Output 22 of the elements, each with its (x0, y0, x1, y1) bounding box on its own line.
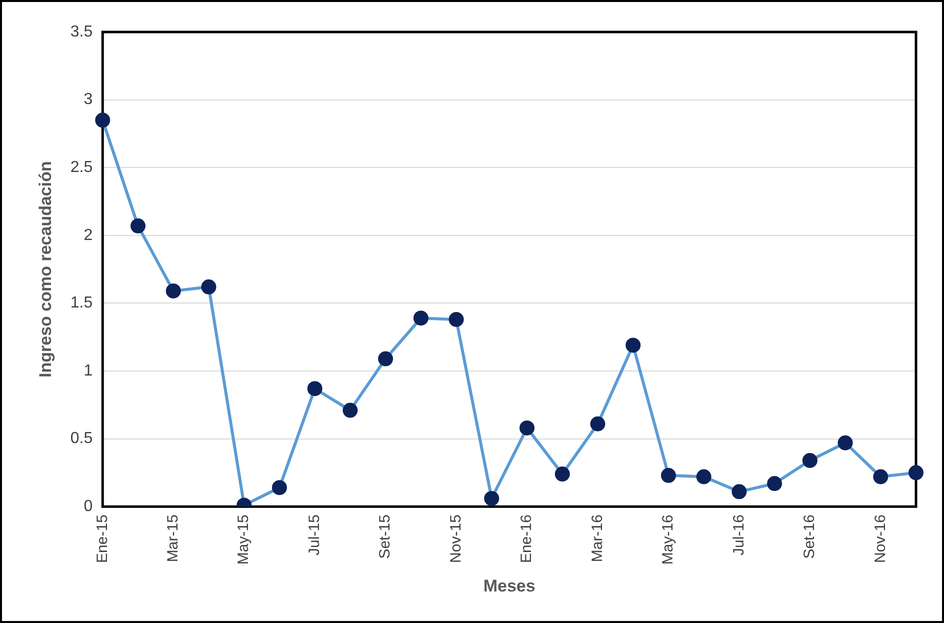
x-tick-label: Jul-16 (730, 514, 748, 556)
y-tick-label: 3 (84, 91, 93, 108)
y-tick-label: 0.5 (70, 430, 93, 448)
x-tick-label: Set-15 (376, 514, 394, 559)
y-tick-label: 1.5 (70, 294, 93, 312)
x-tick-label: May-15 (235, 514, 252, 565)
x-tick-label: Nov-15 (447, 514, 464, 563)
y-tick-label: 1 (84, 362, 93, 380)
x-tick-label: Mar-15 (164, 514, 182, 562)
y-tick-label: 0 (84, 498, 93, 515)
x-tick-label: Nov-16 (872, 514, 889, 563)
x-tick-label: Mar-16 (588, 514, 606, 562)
x-tick-label: May-16 (660, 514, 677, 565)
x-tick-label: Jul-15 (306, 514, 323, 556)
x-axis-title: Meses (483, 576, 536, 596)
y-tick-label: 3.5 (70, 23, 93, 40)
y-axis-title: Ingreso como recaudación (36, 161, 55, 378)
x-tick-label: Set-16 (801, 514, 818, 559)
y-tick-label: 2 (84, 226, 93, 244)
x-tick-label: Ene-16 (518, 514, 536, 563)
x-tick-label: Ene-15 (94, 514, 111, 563)
y-tick-label: 2.5 (70, 159, 93, 176)
